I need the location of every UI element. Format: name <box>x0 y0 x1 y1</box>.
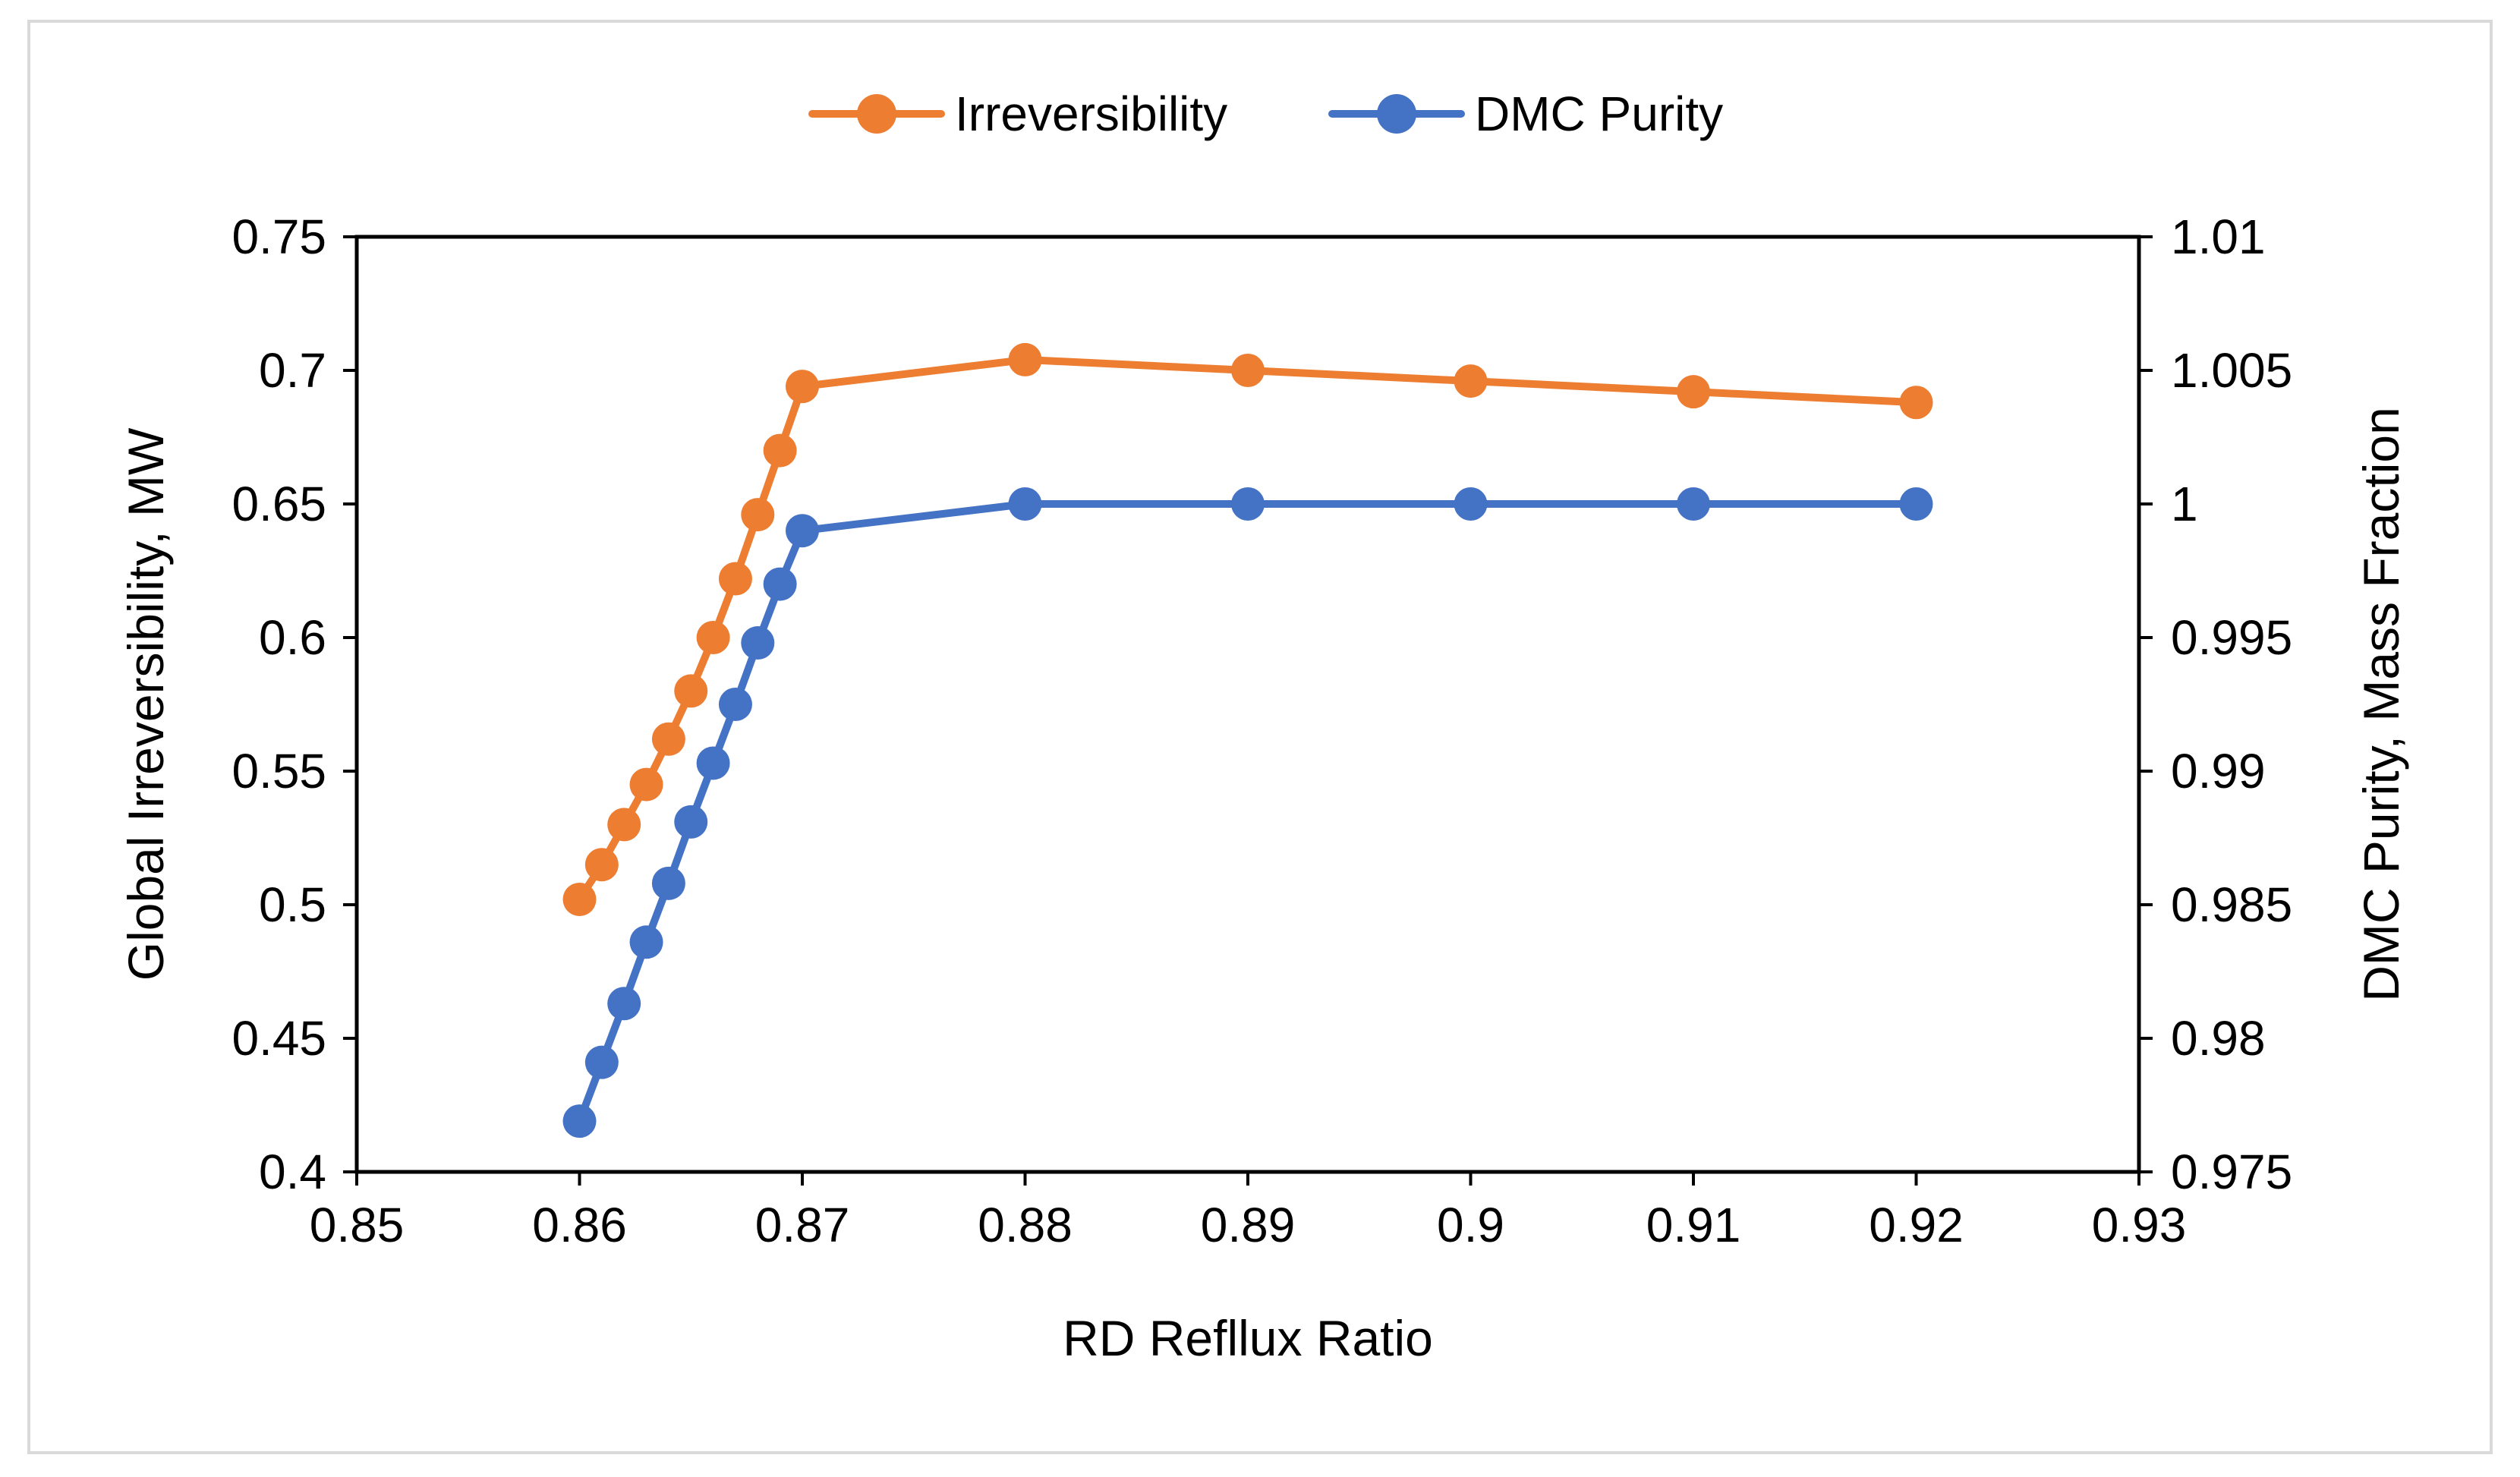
legend-marker-dmc-purity <box>1377 94 1416 134</box>
data-point-dmc-purity <box>696 746 730 780</box>
data-point-dmc-purity <box>741 626 775 660</box>
data-point-dmc-purity <box>1454 487 1488 521</box>
data-point-irreversibility <box>696 621 730 654</box>
x-tick-label: 0.85 <box>310 1198 405 1252</box>
legend: Irreversibility DMC Purity <box>808 87 1723 141</box>
y-left-tick-label: 0.6 <box>259 610 326 665</box>
y-right-tick-label: 0.98 <box>2171 1011 2266 1066</box>
y-right-tick-label: 0.995 <box>2171 610 2292 665</box>
data-point-dmc-purity <box>607 987 641 1021</box>
data-point-irreversibility <box>718 562 752 596</box>
data-point-dmc-purity <box>562 1104 597 1138</box>
data-point-dmc-purity <box>1677 487 1710 521</box>
data-point-irreversibility <box>1899 386 1933 420</box>
data-point-dmc-purity <box>584 1045 619 1079</box>
series-layer <box>562 342 1933 1138</box>
x-tick-label: 0.9 <box>1437 1198 1504 1252</box>
data-point-irreversibility <box>562 882 597 916</box>
data-point-irreversibility <box>629 767 663 801</box>
chart-frame <box>27 20 2493 1454</box>
y-left-tick-label: 0.65 <box>232 477 326 531</box>
x-tick-label: 0.86 <box>532 1198 627 1252</box>
data-point-irreversibility <box>584 848 619 882</box>
y-axis-left-title: Global Irreversibility, MW <box>118 427 174 981</box>
y-left-tick-label: 0.45 <box>232 1011 326 1066</box>
data-point-dmc-purity <box>1899 487 1933 521</box>
data-point-irreversibility <box>763 433 797 468</box>
x-tick-label: 0.87 <box>755 1198 850 1252</box>
data-point-dmc-purity <box>674 805 708 839</box>
y-right-tick-label: 1.005 <box>2171 343 2292 398</box>
data-point-dmc-purity <box>1231 487 1265 521</box>
legend-marker-irreversibility <box>857 94 896 134</box>
series-line-dmc-purity <box>575 500 1920 1126</box>
data-point-irreversibility <box>674 674 708 708</box>
y-left-tick-label: 0.75 <box>232 209 326 264</box>
y-right-tick-label: 0.985 <box>2171 877 2292 932</box>
data-point-dmc-purity <box>718 688 752 721</box>
y-left-tick-label: 0.55 <box>232 744 326 798</box>
x-tick-label: 0.88 <box>978 1198 1073 1252</box>
y-axis-right-title: DMC Purity, Mass Fraction <box>2353 407 2409 1002</box>
x-axis-title: RD Refllux Ratio <box>1063 1310 1433 1366</box>
y-right-tick-label: 0.975 <box>2171 1145 2292 1199</box>
x-tick-label: 0.92 <box>1869 1198 1964 1252</box>
data-point-irreversibility <box>1008 342 1042 376</box>
data-point-irreversibility <box>741 498 775 532</box>
legend-item-irreversibility: Irreversibility <box>808 87 1227 141</box>
data-point-irreversibility <box>607 808 641 842</box>
series-line-irreversibility <box>575 355 1920 903</box>
data-point-irreversibility <box>1454 364 1488 398</box>
y-right-tick-label: 1 <box>2171 477 2198 531</box>
data-point-dmc-purity <box>786 514 819 548</box>
x-tick-label: 0.93 <box>2092 1198 2187 1252</box>
legend-item-dmc-purity: DMC Purity <box>1328 87 1723 141</box>
y-right-tick-label: 0.99 <box>2171 744 2266 798</box>
legend-label-dmc-purity: DMC Purity <box>1475 87 1723 141</box>
data-point-irreversibility <box>1231 354 1265 387</box>
tick-layer: 0.85 0.86 0.87 0.88 0.89 0.9 0.91 0.92 0.93 0.4 0.… <box>232 209 2292 1252</box>
data-point-irreversibility <box>1677 375 1710 409</box>
y-right-tick-label: 1.01 <box>2171 209 2266 264</box>
data-point-irreversibility <box>786 370 819 404</box>
data-point-dmc-purity <box>1008 487 1042 521</box>
x-tick-label: 0.91 <box>1646 1198 1741 1252</box>
y-left-tick-label: 0.7 <box>259 343 326 398</box>
data-point-dmc-purity <box>651 866 685 900</box>
y-left-tick-label: 0.5 <box>259 877 326 932</box>
legend-label-irreversibility: Irreversibility <box>955 87 1227 141</box>
data-point-dmc-purity <box>763 567 797 601</box>
x-tick-label: 0.89 <box>1201 1198 1296 1252</box>
y-left-tick-label: 0.4 <box>259 1145 326 1199</box>
data-point-irreversibility <box>651 722 685 756</box>
data-point-dmc-purity <box>629 925 663 959</box>
